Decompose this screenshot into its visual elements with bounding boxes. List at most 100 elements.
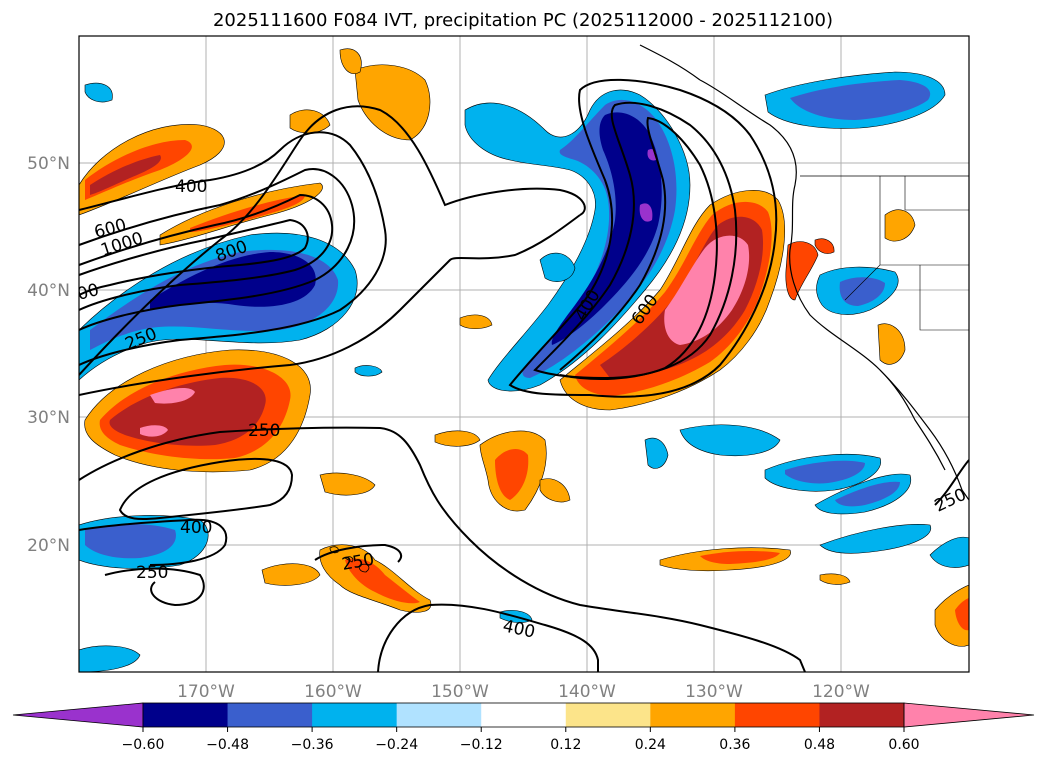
colorbar: −0.60 −0.48 −0.36 −0.24 −0.12 0.12 0.24 0.36 0.4… [12, 702, 1035, 753]
precip-negative-crescent-peak [639, 203, 653, 222]
contour-600-ar [559, 116, 718, 381]
contour-label: 400 [175, 177, 207, 197]
colorbar-tick-label: 0.48 [804, 737, 835, 753]
precip-positive-mid4 [539, 478, 571, 503]
precip-positive-se [934, 584, 969, 647]
colorbar-segment [396, 703, 482, 727]
precip-negative-east1 [679, 424, 781, 456]
precip-negative-east2-core [785, 460, 865, 484]
precip-negative-ne-core [790, 80, 931, 120]
colorbar-segment [819, 703, 905, 727]
precip-positive-sw-peak [150, 388, 195, 404]
north-america-coast [699, 79, 969, 501]
colorbar-segment [650, 703, 736, 727]
lon-label: 130°W [685, 682, 743, 702]
colorbar-segments [143, 703, 905, 727]
colorbar-segment [312, 703, 398, 727]
lon-label: 150°W [431, 682, 489, 702]
contour-250-south [79, 426, 806, 672]
precip-positive-sw-peak2 [140, 425, 168, 437]
precip-positive-tropic-core [700, 551, 780, 564]
precip-negative-east4 [819, 524, 932, 554]
precip-positive-mid5 [459, 314, 493, 330]
precip-positive-mid3-core [495, 448, 529, 500]
colorbar-min-extension [12, 702, 144, 728]
precip-positive-north2 [289, 109, 331, 134]
colorbar-segment [481, 703, 567, 727]
colorbar-tick-label: 0.12 [550, 737, 581, 753]
precip-positive-tropic2 [819, 573, 851, 585]
colorbar-tick-label: −0.36 [291, 737, 334, 753]
precip-negative-east5 [929, 536, 969, 568]
lat-label: 40°N [27, 281, 70, 301]
precip-negative-coast-core [839, 277, 885, 306]
precip-negative-crescent-core [551, 112, 662, 345]
contour-1000 [79, 218, 309, 296]
precip-positive-se-core [955, 598, 969, 631]
state-lines [844, 176, 969, 331]
baja-coast [879, 369, 946, 471]
colorbar-frame [142, 702, 905, 728]
colorbar-tick-label: −0.48 [206, 737, 249, 753]
precip-negative-east3-core [835, 481, 900, 507]
coastlines [329, 44, 969, 573]
precip-positive-ar-peak [664, 235, 750, 345]
lat-label: 20°N [27, 536, 70, 556]
colorbar-tick-label: 0.36 [719, 737, 750, 753]
precip-negative-small3 [84, 82, 113, 103]
colorbar-max-extension [903, 702, 1035, 728]
contour-400-south [79, 518, 228, 566]
precip-positive-lower2-core [345, 558, 420, 604]
map-title: 2025111600 F084 IVT, precipitation PC (2… [213, 10, 833, 31]
contour-label: 00 [75, 280, 101, 305]
colorbar-tick-label: −0.60 [122, 737, 165, 753]
contour-250-sw-lower [104, 567, 205, 607]
island-hawaii [329, 546, 370, 573]
precip-positive-coast [785, 241, 819, 301]
colorbar-tick-label: −0.12 [460, 737, 503, 753]
colorbar-tick-label: 0.60 [888, 737, 919, 753]
colorbar-segment [227, 703, 313, 727]
ivt-contours [79, 78, 969, 672]
contour-250-mid-lower [314, 543, 403, 563]
lon-label: 140°W [558, 682, 616, 702]
contour-label: 250 [248, 421, 280, 441]
precip-negative-crescent-lobe [539, 252, 576, 282]
contour-400-bottom [377, 603, 599, 672]
colorbar-segment [143, 703, 229, 727]
precip-positive-lower1 [261, 563, 321, 586]
colorbar-segment [734, 703, 820, 727]
lon-label: 160°W [304, 682, 362, 702]
map-frame [78, 35, 970, 673]
contour-label: 400 [180, 518, 212, 538]
contour-600 [79, 168, 356, 331]
lat-label: 30°N [27, 408, 70, 428]
precip-positive-mid2 [434, 430, 481, 447]
precip-negative-sw-core [85, 524, 176, 559]
colorbar-segment [565, 703, 651, 727]
contour-250-se [934, 459, 969, 506]
contour-800 [79, 193, 334, 311]
precip-positive-nw-inner [90, 155, 161, 195]
alaska-coast [639, 44, 701, 81]
longitude-labels: 170°W 160°W 150°W 140°W 130°W 120°W [177, 682, 870, 702]
lon-label: 170°W [177, 682, 235, 702]
contour-400-north [79, 131, 387, 366]
precip-positive-north3 [339, 48, 362, 74]
contour-250-south-inner [118, 457, 294, 520]
precip-negative-east6 [644, 437, 669, 469]
latitude-labels: 50°N 40°N 30°N 20°N [27, 154, 70, 556]
precip-positive-coast3 [884, 209, 916, 242]
contour-250-north2 [79, 214, 581, 396]
contour-label: 250 [136, 563, 168, 583]
precip-positive-mid1 [319, 472, 376, 496]
lat-label: 50°N [27, 154, 70, 174]
contour-250-north [79, 105, 586, 376]
colorbar-tick-label: −0.24 [375, 737, 418, 753]
colorbar-tick-label: 0.24 [635, 737, 666, 753]
map-panel: 400 600 1000 800 00 250 400 600 250 400 … [75, 35, 970, 673]
precip-negative-small1 [354, 365, 383, 377]
contour-250-ar [508, 78, 778, 398]
precip-positive-coast2 [877, 323, 906, 365]
